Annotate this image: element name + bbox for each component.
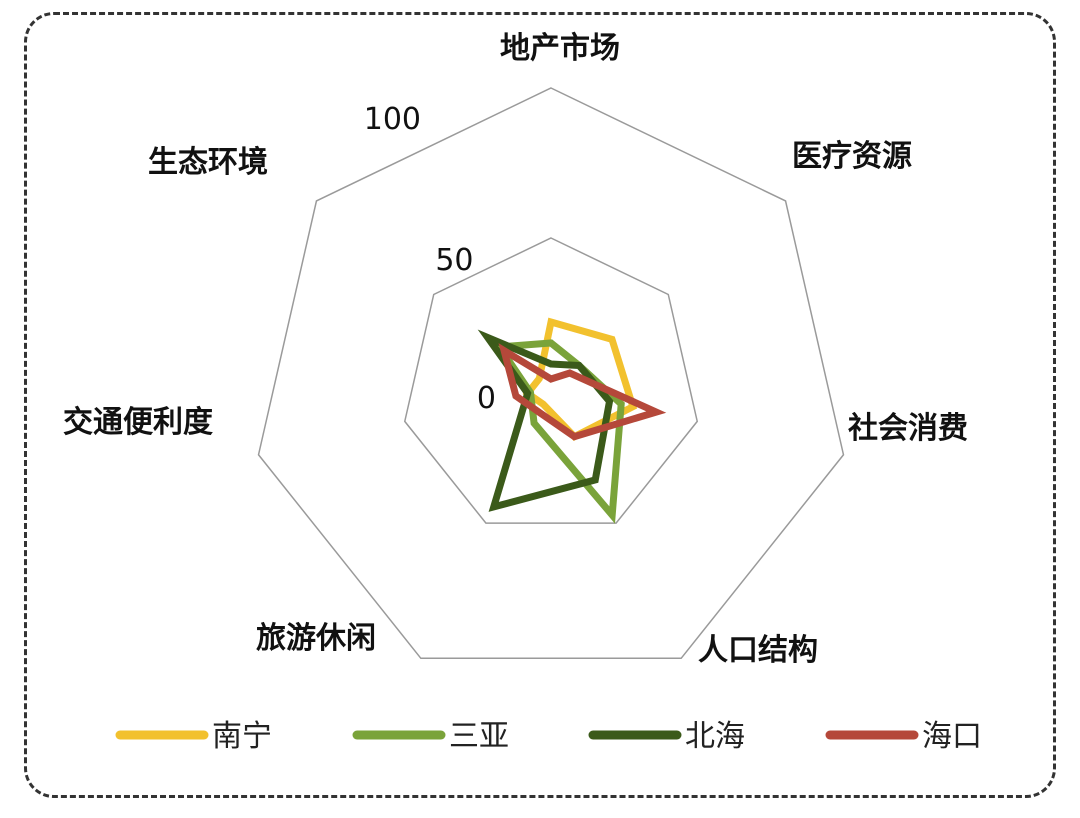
legend: 南宁 三亚 北海 海口 bbox=[115, 719, 982, 754]
chart-frame bbox=[24, 12, 1056, 798]
axis-label-3: 人口结构 bbox=[698, 633, 818, 668]
axis-label-0: 地产市场 bbox=[500, 31, 620, 66]
series-line-3 bbox=[498, 343, 667, 441]
series-group bbox=[477, 317, 667, 524]
axis-label-2: 社会消费 bbox=[848, 411, 968, 446]
tick-labels: 100 50 0 bbox=[364, 102, 496, 416]
axis-label-5: 交通便利度 bbox=[63, 405, 213, 440]
axis-label-1: 医疗资源 bbox=[792, 139, 912, 174]
legend-label-1: 三亚 bbox=[449, 719, 509, 754]
tick-label-100: 100 bbox=[364, 102, 421, 137]
legend-label-3: 海口 bbox=[922, 719, 982, 754]
tick-label-50: 50 bbox=[435, 243, 473, 278]
radar-grid bbox=[257, 87, 845, 660]
legend-label-2: 北海 bbox=[685, 719, 745, 754]
series-line-0 bbox=[522, 317, 638, 441]
axis-label-4: 旅游休闲 bbox=[256, 621, 376, 656]
legend-label-0: 南宁 bbox=[212, 719, 272, 754]
axis-label-6: 生态环境 bbox=[148, 145, 268, 180]
grid-ring-100 bbox=[257, 87, 845, 660]
grid-ring-50 bbox=[403, 237, 699, 524]
tick-label-0: 0 bbox=[477, 381, 496, 416]
series-line-2 bbox=[477, 329, 614, 512]
